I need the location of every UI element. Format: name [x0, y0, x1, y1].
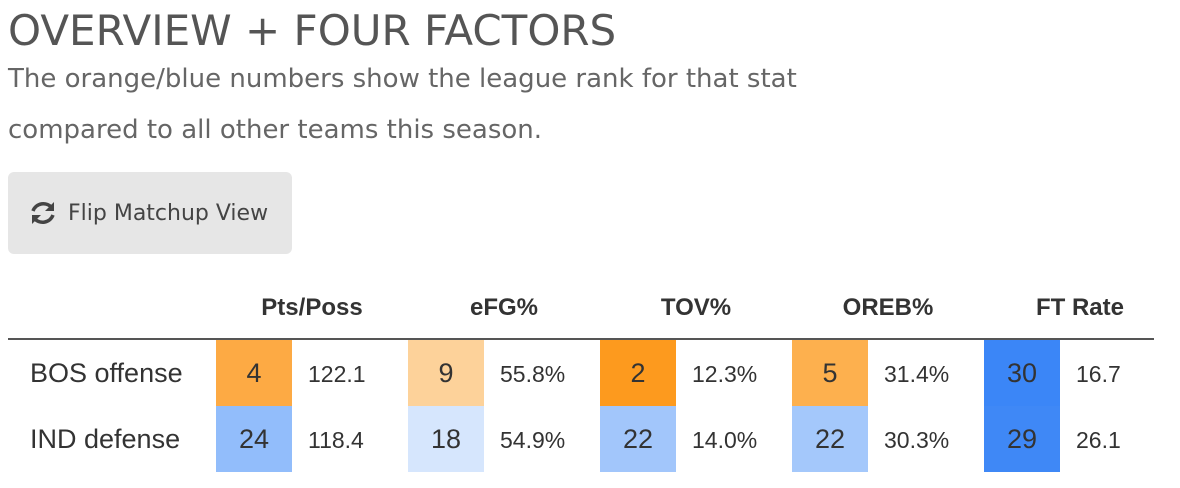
table-row: BOS offense 4 122.1 9 55.8% 2 12.3% 5 31.4% 30 16.… — [8, 340, 1154, 406]
column-header: FT Rate — [1035, 294, 1124, 321]
rank-cell: 30 — [984, 340, 1060, 406]
refresh-icon — [31, 202, 55, 224]
rank-cell: 5 — [792, 340, 868, 406]
flip-button[interactable]: Flip Matchup View — [8, 172, 292, 254]
rank-cell: 22 — [600, 406, 676, 472]
stat-value: 26.1 — [1076, 427, 1121, 453]
table: Pts/Poss eFG% TOV% OREB% FT Rate BOS offense 4… — [8, 280, 1154, 472]
rank-cell: 22 — [792, 406, 868, 472]
row-label: BOS offense — [30, 358, 183, 388]
row-label: IND defense — [30, 424, 181, 454]
stat-value: 55.8% — [500, 361, 566, 387]
column-header: OREB% — [842, 294, 934, 321]
rank-cell: 2 — [600, 340, 676, 406]
rank-cell: 24 — [216, 406, 292, 472]
stat-value: 31.4% — [884, 361, 950, 387]
button-label: Flip Matchup View — [68, 200, 269, 226]
rank-cell: 29 — [984, 406, 1060, 472]
rank-cell: 18 — [408, 406, 484, 472]
stat-value: 54.9% — [500, 427, 566, 453]
rank-cell: 4 — [216, 340, 292, 406]
column-header: eFG% — [469, 294, 538, 321]
column-header: Pts/Poss — [261, 294, 363, 321]
title: OVERVIEW + FOUR FACTORS — [8, 6, 617, 55]
stat-value: 122.1 — [308, 361, 366, 387]
stat-value: 12.3% — [692, 361, 758, 387]
subtitle: compared to all other teams this season. — [8, 115, 543, 145]
table-row: IND defense 24 118.4 18 54.9% 22 14.0% 22 30.3% 2… — [8, 406, 1154, 472]
stat-value: 30.3% — [884, 427, 950, 453]
rank-cell: 9 — [408, 340, 484, 406]
subtitle: The orange/blue numbers show the league … — [8, 64, 797, 94]
stat-value: 118.4 — [308, 427, 364, 453]
stat-value: 16.7 — [1076, 361, 1121, 387]
column-header: TOV% — [660, 294, 732, 321]
stat-value: 14.0% — [692, 427, 758, 453]
header-row: Pts/Poss eFG% TOV% OREB% FT Rate — [8, 280, 1154, 340]
